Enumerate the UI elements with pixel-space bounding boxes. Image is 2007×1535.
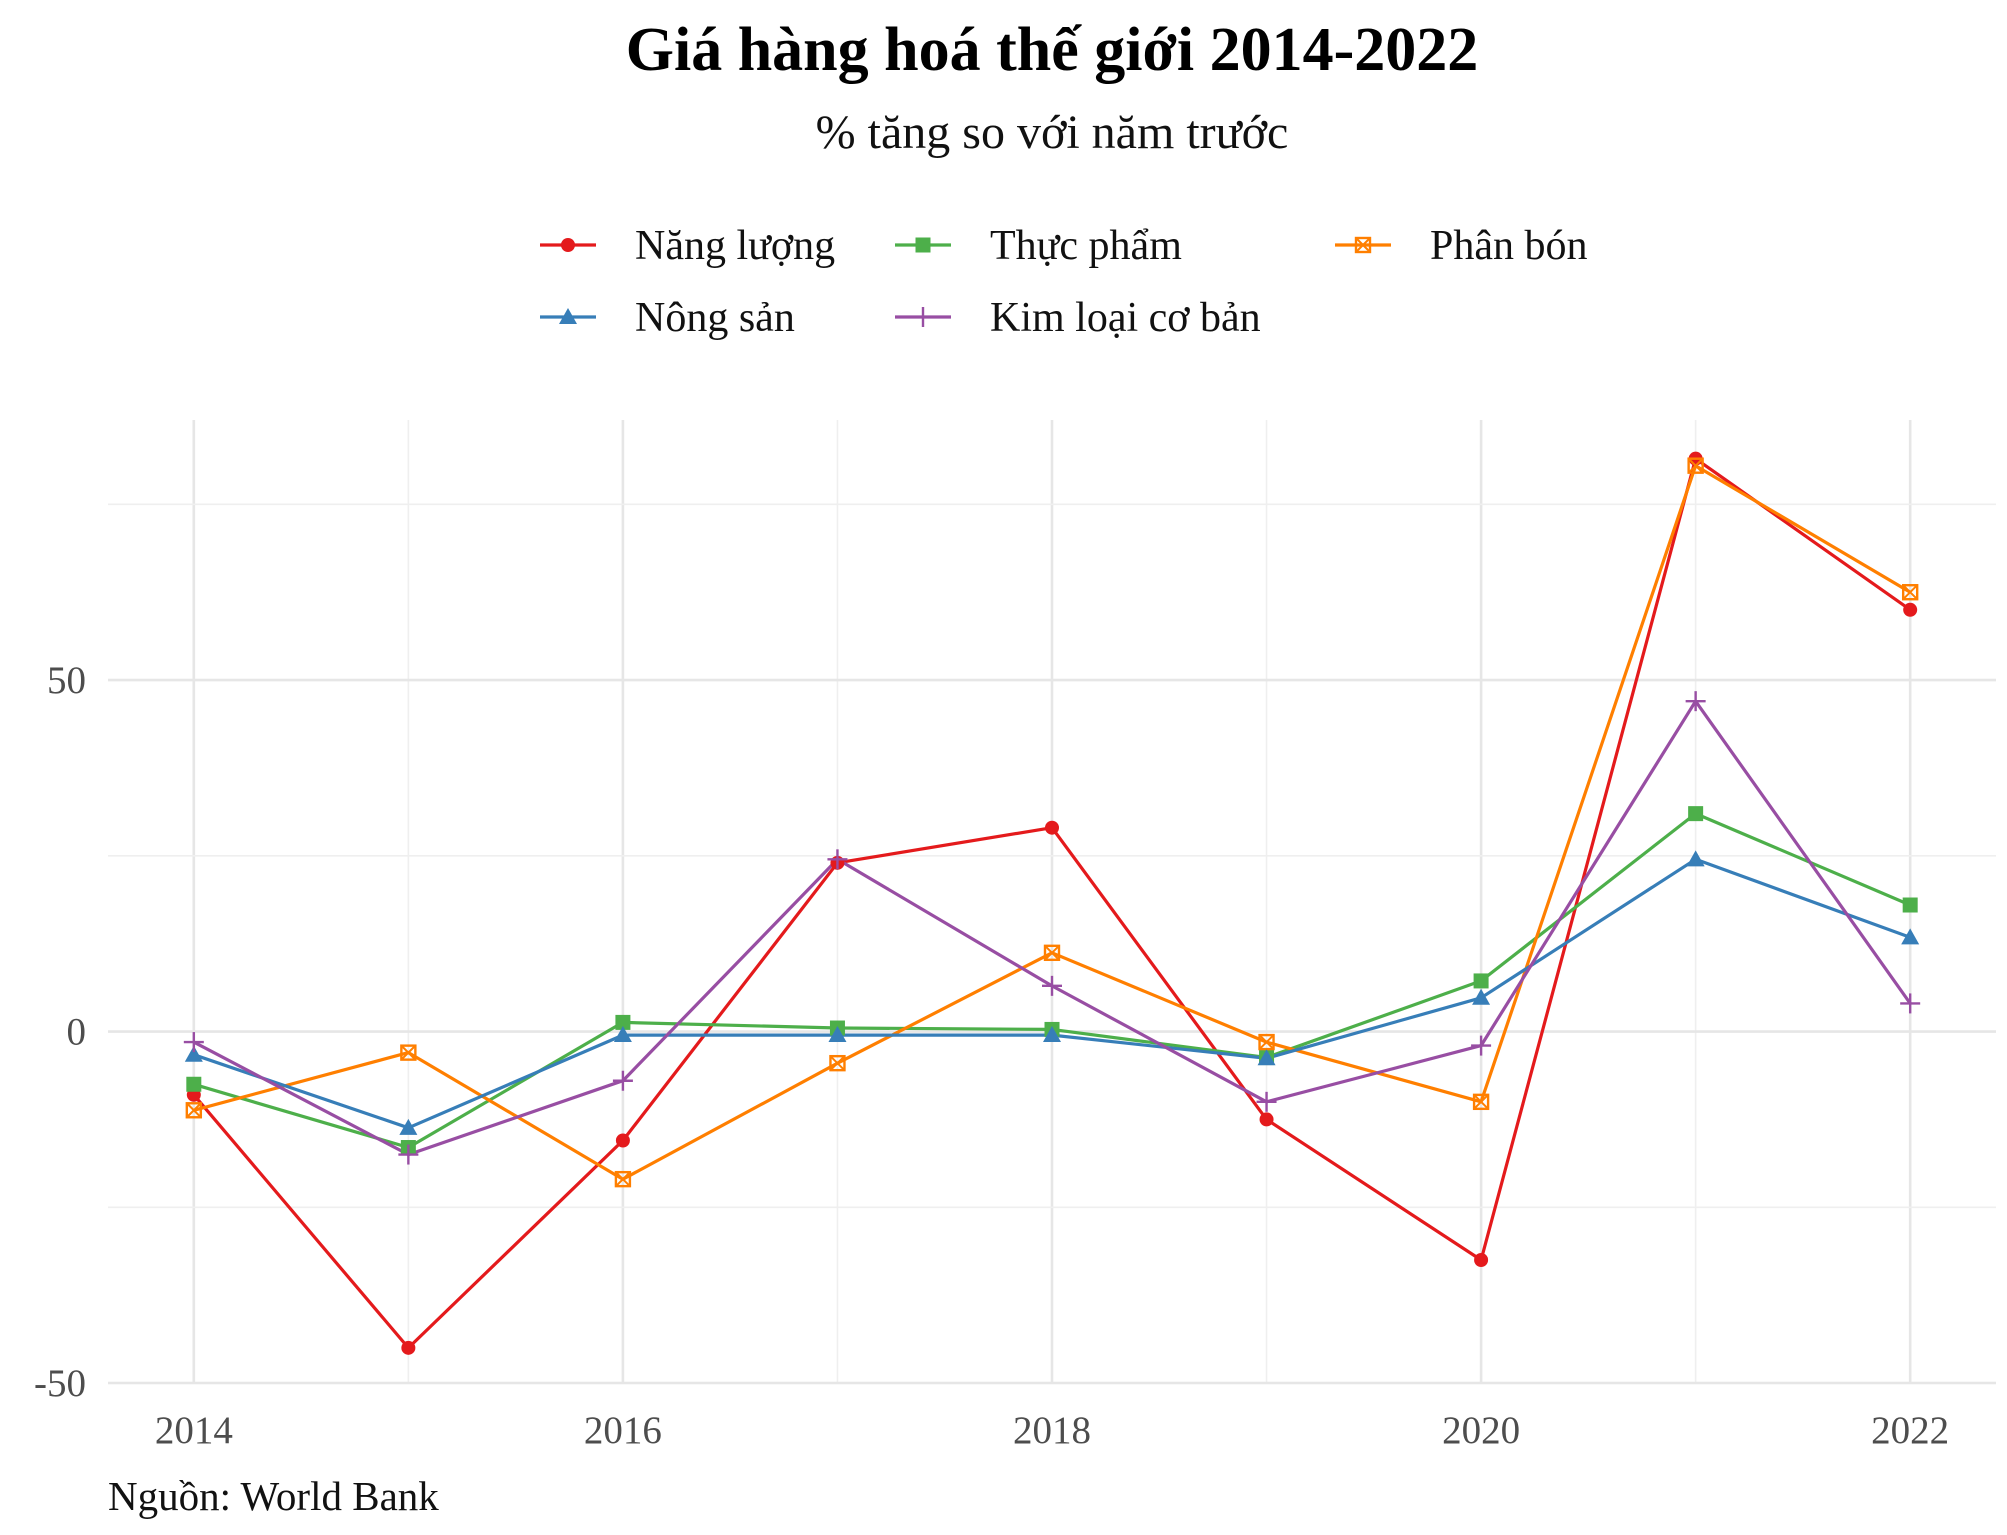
y-tick-label: 0 (67, 1011, 87, 1054)
data-point (398, 1144, 419, 1165)
data-point (1257, 1049, 1276, 1066)
data-point (614, 1170, 632, 1188)
data-point (1901, 584, 1919, 601)
data-point (1258, 1033, 1275, 1051)
chart-title: Giá hàng hoá thế giới 2014-2022 (626, 16, 1478, 84)
plot-area: 2014 2016 2018 2020 2022 -50 0 50 (34, 420, 1996, 1452)
data-point (827, 849, 848, 870)
data-point (1045, 820, 1059, 835)
legend-label: Kim loại cơ bản (990, 295, 1261, 341)
data-point (185, 1102, 203, 1119)
data-point (615, 1014, 631, 1030)
y-tick-label: -50 (34, 1362, 86, 1405)
data-point (1472, 1093, 1490, 1111)
data-point (615, 1133, 630, 1148)
data-point (400, 1044, 417, 1061)
data-point (1471, 1035, 1492, 1056)
legend-item: Kim loại cơ bản (895, 295, 1261, 341)
data-point (399, 1118, 418, 1135)
legend-key-marker (559, 308, 577, 324)
legend-label: Thực phẩm (990, 223, 1182, 269)
data-point (1901, 928, 1920, 945)
chart-subtitle: % tăng so với năm trước (816, 106, 1289, 159)
data-point (1256, 1091, 1277, 1112)
data-point (829, 1054, 846, 1072)
legend-label: Nông sản (635, 295, 795, 341)
data-point (1043, 944, 1061, 962)
data-point (184, 1045, 203, 1062)
y-axis: -50 0 50 (34, 659, 86, 1405)
legend-key-marker (913, 307, 933, 327)
data-point (1688, 806, 1704, 822)
legend-label: Phân bón (1430, 223, 1588, 269)
legend-item: Nông sản (540, 295, 795, 341)
data-point (828, 1026, 847, 1043)
x-tick-label: 2014 (155, 1409, 233, 1452)
data-point (1474, 1252, 1489, 1267)
x-tick-label: 2022 (1871, 1409, 1949, 1452)
x-tick-label: 2018 (1013, 1409, 1091, 1452)
legend-key-marker (1354, 236, 1372, 254)
data-point (186, 1076, 202, 1092)
data-point (1259, 1112, 1274, 1127)
data-point (1686, 850, 1705, 867)
legend-key-marker (561, 238, 575, 252)
data-point (1903, 602, 1918, 617)
data-point (1472, 988, 1491, 1005)
y-tick-label: 50 (47, 659, 86, 702)
data-point (1685, 691, 1706, 712)
legend: Năng lượng Nông sản Thực phẩm Kim loại cơ b… (540, 223, 1588, 341)
x-tick-label: 2020 (1442, 1409, 1520, 1452)
legend-label: Năng lượng (635, 223, 835, 269)
legend-item: Phân bón (1335, 223, 1588, 269)
data-point (1043, 1026, 1061, 1043)
gridlines (108, 420, 1996, 1385)
series-markers (183, 451, 1921, 1355)
data-point (1900, 993, 1921, 1014)
legend-item: Thực phẩm (895, 223, 1182, 269)
data-point (613, 1026, 632, 1043)
data-point (612, 1070, 633, 1091)
legend-key-marker (915, 237, 931, 253)
x-axis: 2014 2016 2018 2020 2022 (155, 1409, 1949, 1452)
source-caption: Nguồn: World Bank (108, 1473, 439, 1519)
data-point (401, 1340, 416, 1355)
data-point (1687, 457, 1704, 474)
x-tick-label: 2016 (584, 1409, 662, 1452)
legend-item: Năng lượng (540, 223, 835, 269)
data-point (1042, 975, 1062, 996)
data-point (1473, 973, 1489, 989)
data-point (183, 1032, 204, 1053)
data-point (1902, 897, 1918, 913)
